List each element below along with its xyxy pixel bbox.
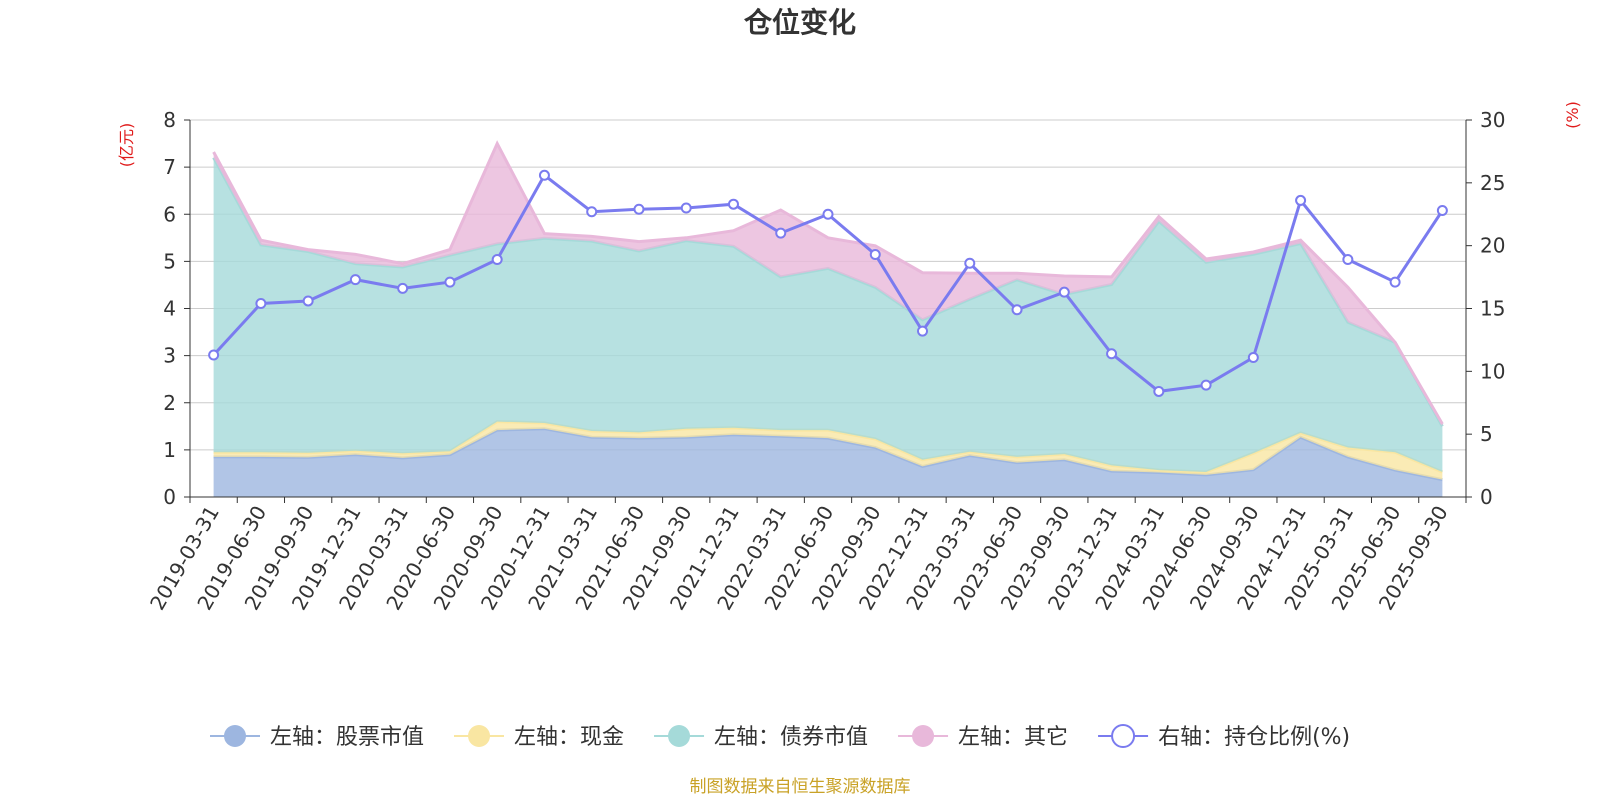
ratio-point <box>917 325 929 337</box>
ratio-point <box>302 295 314 307</box>
ratio-point <box>1247 352 1259 364</box>
area-bond <box>213 157 1443 472</box>
ratio-point <box>538 169 550 181</box>
ratio-point <box>1389 276 1401 288</box>
ratio-point <box>349 274 361 286</box>
chart-title: 仓位变化 <box>744 6 856 39</box>
ratio-point <box>444 276 456 288</box>
right-tick-label: 15 <box>1480 297 1505 321</box>
legend[interactable]: 左轴：股票市值 左轴：现金 左轴：债券市值 左轴：其它 右轴：持仓比例(%) <box>210 724 1350 750</box>
ratio-point <box>822 208 834 220</box>
ratio-line-series <box>208 169 1448 397</box>
ratio-point <box>1153 385 1165 397</box>
ratio-point <box>1106 348 1118 360</box>
source-note: 制图数据来自恒生聚源数据库 <box>690 777 911 797</box>
left-tick-label: 7 <box>163 155 176 179</box>
ratio-point <box>964 257 976 269</box>
legend-item-other[interactable]: 左轴：其它 <box>898 725 1068 750</box>
ratio-point <box>255 297 267 309</box>
ratio-point <box>208 349 220 361</box>
ratio-point <box>1058 286 1070 298</box>
right-tick-label: 25 <box>1480 171 1505 195</box>
left-tick-label: 3 <box>163 344 176 368</box>
ratio-point <box>775 227 787 239</box>
legend-item-cash[interactable]: 左轴：现金 <box>454 725 624 750</box>
right-tick-label: 0 <box>1480 485 1493 509</box>
ratio-point <box>869 248 881 260</box>
area-stock <box>213 428 1443 497</box>
ratio-point <box>1436 204 1448 216</box>
legend-marker <box>224 725 246 747</box>
area-edge-other <box>212 140 1444 425</box>
legend-marker <box>668 725 691 747</box>
legend-marker <box>1111 724 1136 748</box>
right-tick-label: 10 <box>1480 359 1505 383</box>
legend-label: 右轴：持仓比例(%) <box>1158 725 1350 750</box>
ratio-point <box>586 206 598 218</box>
left-tick-label: 0 <box>163 485 176 509</box>
left-tick-label: 4 <box>163 297 176 321</box>
legend-item-bond[interactable]: 左轴：债券市值 <box>654 725 868 750</box>
area-cash <box>213 421 1443 480</box>
area-other <box>213 143 1443 427</box>
legend-item-stock[interactable]: 左轴：股票市值 <box>210 725 424 750</box>
left-tick-label: 1 <box>163 438 176 462</box>
ratio-point <box>397 282 409 294</box>
legend-marker <box>912 725 935 747</box>
ratio-point <box>680 202 692 214</box>
left-tick-label: 5 <box>163 249 176 273</box>
legend-label: 左轴：债券市值 <box>714 725 868 750</box>
legend-label: 左轴：股票市值 <box>270 725 424 750</box>
right-tick-label: 30 <box>1480 108 1505 132</box>
legend-label: 左轴：其它 <box>958 725 1068 750</box>
left-tick-label: 8 <box>163 108 176 132</box>
ratio-point <box>1295 194 1307 206</box>
right-axis-unit: (%) <box>1563 101 1582 129</box>
legend-item-ratio[interactable]: 右轴：持仓比例(%) <box>1098 724 1350 750</box>
legend-marker <box>468 725 491 747</box>
ratio-point <box>727 198 739 210</box>
ratio-point <box>1011 304 1023 316</box>
ratio-point <box>1200 379 1212 391</box>
area-series <box>212 140 1444 497</box>
ratio-point <box>633 203 645 215</box>
ratio-point <box>491 253 503 265</box>
legend-label: 左轴：现金 <box>514 725 624 750</box>
left-tick-label: 2 <box>163 391 176 415</box>
right-tick-label: 5 <box>1480 422 1493 446</box>
left-axis-unit: (亿元) <box>117 123 136 168</box>
left-tick-label: 6 <box>163 202 176 226</box>
ratio-point <box>1342 253 1354 265</box>
right-tick-label: 20 <box>1480 234 1505 258</box>
